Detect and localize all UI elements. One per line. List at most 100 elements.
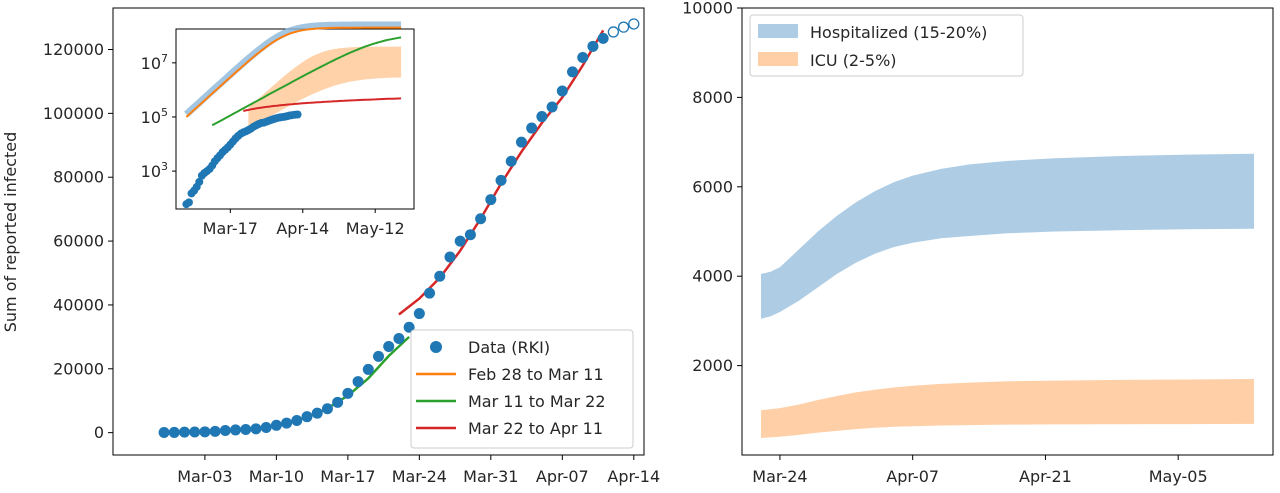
right-x-tick-label: Apr-07 (886, 467, 939, 486)
left-legend: Data (RKI) Feb 28 to Mar 11 Mar 11 to Ma… (410, 329, 634, 449)
data-point (209, 425, 221, 437)
data-point (352, 376, 364, 388)
left-x-tick-label: Mar-10 (249, 467, 304, 486)
right-band-0 (761, 153, 1254, 319)
legend-swatch-hospitalized (758, 24, 798, 38)
inset-curves (182, 21, 402, 209)
data-point (178, 426, 190, 438)
inset-x-tick-label: Mar-17 (203, 219, 258, 238)
data-point (567, 66, 579, 78)
legend-marker-data (430, 341, 442, 353)
left-x-tick-label: Mar-03 (177, 467, 232, 486)
right-y-tick-label: 2000 (692, 356, 733, 375)
data-point (240, 423, 252, 435)
left-y-tick-label: 100000 (43, 104, 104, 123)
legend-label-series-2: Mar 22 to Apr 11 (468, 419, 603, 438)
data-point (556, 85, 568, 97)
left-data-points (158, 18, 640, 438)
data-point (281, 417, 293, 429)
data-point (311, 407, 323, 419)
right-y-axis: 2000 4000 6000 8000 10000 (682, 0, 742, 375)
data-point (597, 32, 609, 44)
data-point (515, 136, 527, 148)
inset-line-red (243, 97, 402, 112)
right-y-tick-label: 8000 (692, 88, 733, 107)
data-point (158, 426, 170, 438)
data-point (219, 424, 231, 436)
left-y-tick-label: 80000 (53, 168, 104, 187)
data-point (546, 101, 558, 113)
right-x-tick-label: Apr-21 (1019, 467, 1072, 486)
data-point (475, 213, 487, 225)
data-point (587, 40, 599, 52)
data-point (250, 423, 262, 435)
left-x-tick-label: Apr-14 (607, 467, 660, 486)
inset-band-blue (183, 21, 402, 117)
data-point (413, 308, 425, 320)
data-point (199, 426, 211, 438)
right-x-axis: Mar-24 Apr-07 Apr-21 May-05 (752, 455, 1208, 486)
data-point (434, 270, 446, 282)
left-y-tick-label: 20000 (53, 359, 104, 378)
data-point (230, 424, 242, 436)
data-point (495, 174, 507, 186)
left-x-tick-label: Apr-07 (536, 467, 589, 486)
left-x-tick-label: Mar-17 (320, 467, 375, 486)
right-legend-box (749, 14, 1024, 77)
data-point (332, 396, 344, 408)
right-y-tick-label: 10000 (682, 0, 733, 18)
inset-data-point (184, 198, 193, 207)
legend-label-data: Data (RKI) (468, 338, 550, 357)
legend-label-series-1: Mar 11 to Mar 22 (468, 392, 606, 411)
data-point-open (607, 26, 620, 38)
right-band-1 (761, 379, 1254, 438)
left-x-tick-label: Mar-31 (463, 467, 518, 486)
legend-label-hospitalized: Hospitalized (15-20%) (810, 23, 987, 42)
right-chart: 2000 4000 6000 8000 10000 Mar-24 Apr-07 Apr-21… (682, 0, 1274, 486)
data-point (301, 411, 313, 423)
right-y-tick-label: 4000 (692, 267, 733, 286)
right-legend: Hospitalized (15-20%) ICU (2-5%) (749, 14, 1024, 77)
data-point (373, 350, 384, 362)
inset-x-tick-label: Apr-14 (276, 219, 329, 238)
inset-data-point (293, 110, 302, 119)
inset-x-axis: Mar-17 Apr-14 May-12 (203, 209, 405, 238)
data-point (270, 419, 282, 431)
left-y-tick-label: 0 (94, 423, 104, 442)
data-point (454, 235, 466, 247)
right-plot-frame (741, 7, 1274, 456)
left-y-tick-label: 40000 (53, 295, 104, 314)
data-point (464, 229, 476, 241)
left-chart: 0 20000 40000 60000 80000 100000 120000 Mar-03… (1, 7, 660, 486)
data-point (189, 426, 201, 438)
inset-band-orange (248, 46, 402, 130)
legend-label-series-0: Feb 28 to Mar 11 (468, 365, 604, 384)
data-point (536, 111, 548, 123)
inset-line-green (211, 36, 402, 127)
right-bands (761, 153, 1254, 438)
data-point (362, 363, 374, 375)
left-x-tick-label: Mar-24 (392, 467, 447, 486)
data-point (393, 332, 405, 344)
data-point (444, 251, 456, 263)
inset-x-tick-label: May-12 (346, 219, 405, 238)
data-point (505, 155, 517, 167)
right-x-tick-label: Mar-24 (752, 467, 807, 486)
left-y-axis-label: Sum of reported infected (1, 132, 20, 333)
data-point-open (617, 21, 630, 33)
data-point (526, 122, 538, 134)
legend-label-icu: ICU (2-5%) (810, 51, 897, 70)
left-x-axis: Mar-03 Mar-10 Mar-17 Mar-24 Mar-31 Apr-07 Apr-… (177, 455, 660, 486)
data-point (342, 387, 354, 399)
left-legend-box (410, 329, 634, 449)
data-point (168, 426, 180, 438)
data-point (424, 287, 436, 299)
inset-line-orange (185, 26, 402, 118)
data-point (260, 422, 272, 434)
right-x-tick-label: May-05 (1149, 467, 1208, 486)
data-point (321, 403, 333, 415)
legend-swatch-icu (758, 52, 798, 66)
data-point-open (628, 18, 640, 30)
